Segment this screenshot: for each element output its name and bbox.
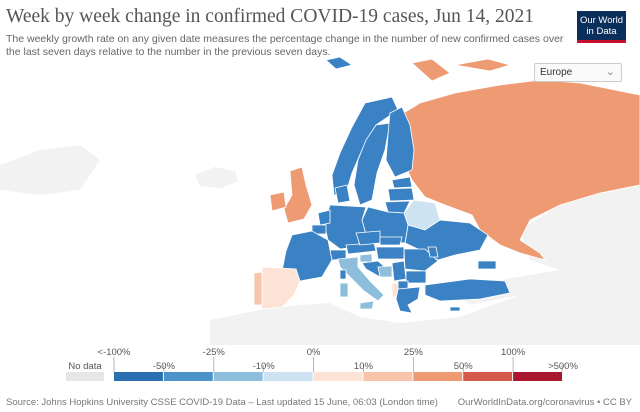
legend-tick-label: <-100% [97, 347, 131, 358]
legend-tick-label: 25% [404, 347, 424, 358]
legend-tick-label: 0% [307, 347, 321, 358]
country-greece[interactable] [395, 286, 421, 314]
central-asia [520, 185, 640, 270]
country-corsica[interactable] [339, 269, 347, 280]
country-finland[interactable] [385, 106, 415, 178]
owid-logo[interactable]: Our World in Data [577, 11, 626, 43]
source-note: Source: Johns Hopkins University CSSE CO… [6, 397, 438, 408]
country-slovenia[interactable] [359, 253, 373, 263]
country-russia-north-island[interactable] [454, 58, 512, 72]
legend-bin[interactable] [114, 372, 163, 381]
country-uk[interactable] [283, 166, 313, 224]
iceland [195, 167, 238, 188]
legend-bin[interactable] [513, 372, 562, 381]
country-bosnia[interactable] [377, 265, 393, 278]
legend-bin[interactable] [163, 372, 213, 381]
country-north-macedonia[interactable] [397, 280, 409, 290]
country-sardinia[interactable] [339, 282, 349, 298]
country-serbia[interactable] [391, 260, 407, 282]
chevron-down-icon: ⌄ [605, 66, 615, 78]
country-turkey[interactable] [424, 278, 511, 302]
color-legend: No data <-100% -25% 0% 25% 100% -50% -10% 10% 50… [66, 347, 578, 381]
chart-subtitle: The weekly growth rate on any given date… [6, 33, 564, 58]
legend-tick-label: >500% [548, 361, 578, 372]
country-czechia[interactable] [355, 230, 381, 246]
country-sicily[interactable] [359, 300, 375, 310]
greenland-edge [0, 145, 100, 195]
region-dropdown[interactable]: Europe ⌄ [534, 63, 622, 82]
legend-no-data-label: No data [68, 361, 102, 372]
europe-map [0, 56, 640, 345]
legend-bin[interactable] [363, 372, 413, 381]
country-bulgaria[interactable] [405, 270, 427, 284]
legend-bin[interactable] [413, 372, 463, 381]
chart-title: Week by week change in confirmed COVID-1… [6, 6, 535, 27]
logo-line-1: Our World [579, 15, 624, 26]
country-cyprus[interactable] [449, 306, 461, 312]
country-ireland[interactable] [269, 191, 287, 212]
legend-tick-label: -10% [253, 361, 276, 372]
country-slovakia[interactable] [379, 236, 403, 246]
legend-bin[interactable] [263, 372, 313, 381]
country-svalbard[interactable] [325, 56, 353, 70]
legend-ticks: <-100% -25% 0% 25% 100% -50% -10% 10% 50% >500% [97, 347, 578, 372]
country-france[interactable] [281, 230, 333, 282]
country-denmark[interactable] [334, 184, 351, 204]
legend-no-data-swatch[interactable] [66, 372, 104, 381]
logo-line-2: in Data [586, 26, 617, 37]
legend-tick-label: -25% [203, 347, 226, 358]
legend-tick-label: 10% [354, 361, 374, 372]
north-africa [210, 280, 640, 345]
legend-tick-label: -50% [153, 361, 176, 372]
legend-bin[interactable] [213, 372, 263, 381]
country-norway[interactable] [331, 96, 399, 196]
country-russia-novaya-zemlya[interactable] [411, 58, 451, 82]
country-portugal[interactable] [253, 271, 263, 306]
legend-bin[interactable] [463, 372, 513, 381]
legend-tick-label: 100% [501, 347, 526, 358]
country-hungary[interactable] [375, 246, 405, 260]
country-latvia[interactable] [387, 187, 415, 202]
legend-tick-label: 50% [454, 361, 474, 372]
country-georgia[interactable] [477, 260, 497, 270]
site-credit[interactable]: OurWorldInData.org/coronavirus • CC BY [457, 397, 632, 408]
region-dropdown-value: Europe [540, 67, 573, 78]
country-moldova[interactable] [427, 246, 439, 258]
legend-bins [114, 372, 562, 381]
country-netherlands[interactable] [317, 209, 331, 226]
legend-bin[interactable] [313, 372, 363, 381]
country-estonia[interactable] [391, 176, 413, 189]
country-spain[interactable] [257, 266, 301, 310]
